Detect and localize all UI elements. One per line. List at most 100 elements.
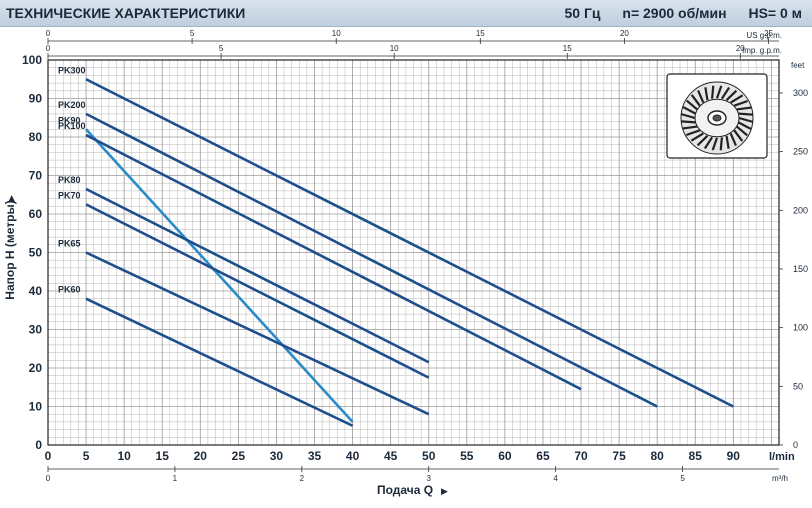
- impeller-vane: [697, 89, 705, 103]
- impeller-vane: [733, 99, 748, 107]
- y-tick-label: 20: [29, 361, 43, 375]
- y-tick-label: 30: [29, 323, 43, 337]
- impeller-vane: [719, 137, 723, 151]
- m3h-axis-tick-label: 1: [173, 474, 178, 483]
- feet-axis-tick-label: 250: [793, 147, 808, 157]
- x-tick-label: 15: [156, 449, 170, 463]
- frequency-label: 50 Гц: [564, 5, 601, 21]
- imp-gpm-axis-tick-label: 15: [563, 44, 572, 53]
- series-line-pk65: [85, 251, 430, 416]
- x-tick-label: 55: [460, 449, 474, 463]
- operating-conditions: 50 Гц n= 2900 об/мин HS= 0 м: [546, 5, 802, 21]
- m3h-axis-tick-label: 3: [427, 474, 432, 483]
- series-label-pk200: PK200: [58, 100, 86, 110]
- impeller-icon: [666, 73, 768, 159]
- plot-frame: [47, 59, 780, 446]
- feet-axis-tick-label: 300: [793, 88, 808, 98]
- x-tick-label: 10: [117, 449, 131, 463]
- impeller-vane: [680, 113, 696, 120]
- series-label-pk70: PK70: [58, 190, 81, 200]
- x-tick-label: 45: [384, 449, 398, 463]
- x-tick-label: 25: [232, 449, 246, 463]
- us-gpm-axis-tick-label: 25: [764, 29, 773, 38]
- series-line-pk300: [85, 78, 734, 408]
- impeller-vane: [737, 121, 752, 130]
- impeller-vane: [690, 132, 704, 142]
- feet-axis-tick-label: 100: [793, 323, 808, 333]
- series-line-pk80: [85, 187, 430, 364]
- impeller-vane: [738, 112, 753, 116]
- us-gpm-axis-tick-label: 20: [620, 29, 629, 38]
- y-tick-label: 60: [29, 207, 43, 221]
- impeller-vane: [685, 99, 698, 111]
- impeller-vane: [703, 136, 714, 150]
- impeller-vane: [686, 129, 701, 137]
- series-label-pk60: PK60: [58, 285, 81, 295]
- header-bar: ТЕХНИЧЕСКИЕ ХАРАКТЕРИСТИКИ 50 Гц n= 2900…: [0, 0, 812, 27]
- impeller-vane: [681, 120, 696, 124]
- suction-label: HS= 0 м: [748, 5, 802, 21]
- impeller-vane: [725, 135, 730, 149]
- m3h-axis-tick-label: 5: [680, 474, 685, 483]
- series-label-pk65: PK65: [58, 239, 81, 249]
- us-gpm-axis-tick-label: 0: [46, 29, 51, 38]
- feet-axis-tick-label: 0: [793, 440, 798, 450]
- impeller-vane: [682, 125, 698, 130]
- y-tick-label: 0: [35, 438, 42, 452]
- impeller-vane: [733, 129, 744, 142]
- y-axis-arrow: ▶: [6, 195, 16, 202]
- x-tick-label: 75: [612, 449, 626, 463]
- impeller-vane: [720, 86, 731, 100]
- impeller-vane: [711, 137, 719, 151]
- impeller-vane: [715, 85, 723, 99]
- impeller-vane: [738, 116, 754, 123]
- series-line-pk70: [85, 203, 430, 379]
- series-label-pk90: PK90: [58, 115, 81, 125]
- x-tick-label: 90: [727, 449, 741, 463]
- impeller-vane: [729, 133, 737, 147]
- speed-label: n= 2900 об/мин: [622, 5, 727, 21]
- y-tick-label: 90: [29, 92, 43, 106]
- y-tick-label: 50: [29, 246, 43, 260]
- m3h-axis-tick-label: 2: [300, 474, 305, 483]
- axes: 0 5 10 15 20 25 30 35 40 45 50 55 60 65 70 75 80 85 90 l/mi…: [22, 29, 808, 483]
- imp-gpm-axis-tick-label: 20: [736, 44, 745, 53]
- series-lines: [85, 78, 734, 427]
- y-tick-label: 80: [29, 130, 43, 144]
- impeller-vane: [725, 89, 738, 101]
- x-tick-label: 20: [194, 449, 208, 463]
- x-tick-label: 70: [574, 449, 588, 463]
- x-tick-label: 80: [650, 449, 664, 463]
- series-label-pk100: PK100: [58, 121, 86, 131]
- impeller-vane: [730, 94, 744, 104]
- x-tick-label: 0: [45, 449, 52, 463]
- feet-axis-unit-label: feet: [791, 61, 805, 70]
- us-gpm-axis-tick-label: 5: [190, 29, 195, 38]
- us-gpm-axis-tick-label: 10: [332, 29, 341, 38]
- y-tick-label: 100: [22, 53, 42, 67]
- impeller-vane: [711, 85, 715, 99]
- x-tick-label: 50: [422, 449, 436, 463]
- x-axis-title: Подача Q: [377, 483, 433, 497]
- x-tick-label: 65: [536, 449, 550, 463]
- page-title: ТЕХНИЧЕСКИЕ ХАРАКТЕРИСТИКИ: [6, 5, 246, 21]
- x-unit-label: l/min: [769, 451, 795, 463]
- feet-axis-tick-label: 50: [793, 381, 803, 391]
- impeller-vane: [736, 106, 752, 111]
- imp-gpm-axis-tick-label: 10: [390, 44, 399, 53]
- grid: [47, 59, 780, 446]
- m3h-axis-tick-label: 0: [46, 474, 51, 483]
- impeller-vane: [682, 106, 697, 115]
- series-label-pk80: PK80: [58, 175, 81, 185]
- y-tick-label: 10: [29, 400, 43, 414]
- y-tick-label: 70: [29, 169, 43, 183]
- y-axis-title: Напор H (метры): [3, 200, 17, 299]
- series-line-pk100: [85, 133, 582, 391]
- series-line-pk60: [85, 297, 354, 427]
- x-tick-label: 5: [83, 449, 90, 463]
- y-tick-label: 40: [29, 284, 43, 298]
- impeller-vane: [736, 125, 749, 137]
- x-tick-label: 40: [346, 449, 360, 463]
